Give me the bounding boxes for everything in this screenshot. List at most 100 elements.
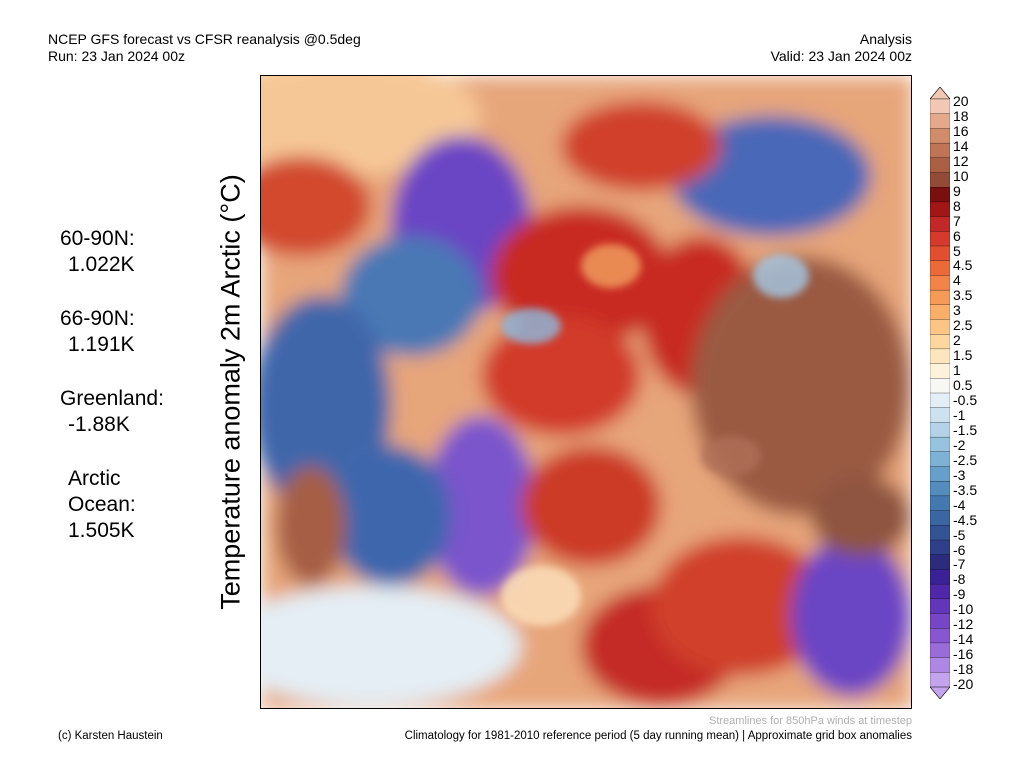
colorbar-swatch (929, 378, 951, 394)
colorbar-tick-label: 2 (953, 332, 961, 349)
colorbar-tick-label: 2.5 (953, 317, 973, 334)
colorbar-swatch (929, 642, 951, 659)
colorbar-swatch (929, 275, 951, 291)
colorbar-swatch (929, 392, 951, 409)
title-run: Run: 23 Jan 2024 00z (48, 48, 185, 64)
credit: (c) Karsten Haustein (58, 730, 163, 742)
title-model: NCEP GFS forecast vs CFSR reanalysis @0.… (48, 31, 361, 47)
title-analysis: Analysis (859, 31, 912, 47)
stat-value: 1.022K (68, 253, 135, 276)
colorbar-tick-label: -3.5 (953, 481, 978, 498)
colorbar-arrow-max (929, 86, 951, 100)
colorbar (929, 86, 951, 704)
colorbar-tick-label: -18 (953, 661, 974, 678)
stat-value: -1.88K (68, 413, 130, 436)
colorbar-tick-label: 4 (953, 272, 961, 289)
colorbar-tick-label: -5 (953, 526, 966, 543)
colorbar-swatch (929, 436, 951, 453)
stat-label: Arctic Ocean: (68, 467, 136, 516)
colorbar-swatch (929, 319, 951, 335)
anomaly-map (260, 75, 912, 709)
colorbar-arrow-min (929, 686, 951, 700)
colorbar-tick-label: 6 (953, 227, 961, 244)
colorbar-swatch (929, 598, 951, 614)
colorbar-tick-label: 5 (953, 242, 961, 259)
colorbar-tick-label: 8 (953, 197, 961, 214)
colorbar-swatch (929, 466, 951, 482)
colorbar-tick-label: 18 (953, 107, 969, 124)
colorbar-tick-label: -6 (953, 541, 966, 558)
region-stats: 60-90N: 1.022K 66-90N: 1.191K Greenland:… (60, 226, 170, 572)
colorbar-tick-label: 4.5 (953, 257, 973, 274)
colorbar-swatch (929, 260, 951, 276)
stat-greenland: Greenland: -1.88K (60, 386, 170, 438)
stat-label: Greenland: (60, 387, 164, 410)
colorbar-swatch (929, 334, 951, 350)
colorbar-swatch (929, 98, 951, 115)
stat-value: 1.191K (68, 333, 135, 356)
colorbar-tick-label: 20 (953, 93, 969, 109)
colorbar-tick-label: -0.5 (953, 392, 978, 408)
colorbar-swatch (929, 216, 951, 232)
title-valid: Valid: 23 Jan 2024 00z (770, 48, 912, 64)
colorbar-swatch (929, 172, 951, 188)
stat-60-90n: 60-90N: 1.022K (60, 226, 170, 278)
colorbar-tick-label: 7 (953, 212, 961, 229)
colorbar-swatch (929, 201, 951, 218)
colorbar-swatch (929, 657, 951, 673)
colorbar-tick-label: 3.5 (953, 287, 973, 304)
colorbar-tick-label: -8 (953, 571, 966, 588)
colorbar-tick-label: 0.5 (953, 377, 973, 394)
colorbar-tick-label: -4 (953, 496, 966, 513)
colorbar-swatch (929, 348, 951, 365)
stat-label: 60-90N: (60, 227, 135, 250)
colorbar-tick-label: -2 (953, 436, 966, 453)
colorbar-tick-label: -16 (953, 646, 974, 663)
colorbar-swatch (929, 422, 951, 438)
colorbar-tick-label: 10 (953, 167, 969, 184)
colorbar-swatch (929, 451, 951, 467)
colorbar-swatch (929, 157, 951, 173)
colorbar-tick-label: -1.5 (953, 421, 978, 438)
colorbar-tick-label: -7 (953, 556, 966, 573)
colorbar-swatch (929, 554, 951, 570)
colorbar-tick-label: -12 (953, 616, 974, 633)
stat-arctic-ocean: Arctic Ocean: 1.505K (60, 466, 170, 544)
colorbar-tick-label: 14 (953, 137, 969, 154)
colorbar-swatch (929, 481, 951, 497)
colorbar-swatch (929, 569, 951, 585)
colorbar-swatch (929, 245, 951, 262)
colorbar-tick-label: 9 (953, 182, 961, 199)
colorbar-tick-label: 3 (953, 302, 961, 319)
colorbar-tick-label: -4.5 (953, 511, 978, 528)
colorbar-swatch (929, 628, 951, 644)
colorbar-tick-label: -10 (953, 601, 974, 618)
colorbar-swatch (929, 128, 951, 144)
colorbar-swatch (929, 289, 951, 306)
colorbar-tick-label: 12 (953, 152, 969, 169)
colorbar-swatch (929, 363, 951, 379)
colorbar-graphic (929, 86, 951, 700)
colorbar-swatch (929, 187, 951, 203)
y-axis-label: Temperature anomaly 2m Arctic (°C) (215, 174, 246, 610)
colorbar-swatch (929, 583, 951, 600)
stat-label: 66-90N: (60, 307, 135, 330)
colorbar-swatch (929, 142, 951, 159)
header-left: NCEP GFS forecast vs CFSR reanalysis @0.… (48, 31, 361, 65)
colorbar-tick-label: -3 (953, 466, 966, 483)
colorbar-swatch (929, 495, 951, 512)
colorbar-tick-label: -14 (953, 631, 974, 648)
colorbar-tick-label: -20 (953, 676, 974, 693)
colorbar-tick-label: -1 (953, 406, 966, 423)
colorbar-swatch (929, 539, 951, 556)
streamline-note: Streamlines for 850hPa winds at timestep (709, 715, 912, 727)
stat-value: 1.505K (68, 519, 135, 542)
colorbar-swatch (929, 407, 951, 423)
colorbar-tick-label: -9 (953, 586, 966, 603)
header-right: Analysis Valid: 23 Jan 2024 00z (771, 31, 912, 65)
anomaly-map-graphic (261, 76, 911, 708)
colorbar-tick-label: 16 (953, 122, 969, 139)
colorbar-tick-label: 1.5 (953, 347, 973, 364)
colorbar-swatch (929, 525, 951, 541)
colorbar-swatch (929, 231, 951, 247)
